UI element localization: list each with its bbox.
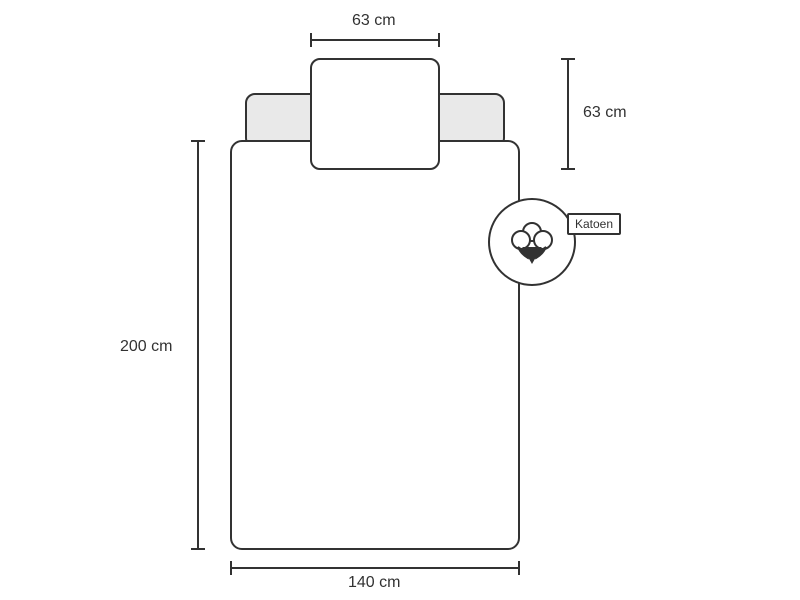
pillow-shape	[310, 58, 440, 170]
duvet-shape	[230, 140, 520, 550]
cotton-icon	[504, 214, 560, 270]
material-badge-circle	[488, 198, 576, 286]
pillow-height-tick-bottom	[561, 168, 575, 170]
duvet-width-tick-right	[518, 561, 520, 575]
duvet-height-label: 200 cm	[120, 338, 172, 356]
duvet-width-line	[230, 567, 520, 569]
duvet-height-tick-bottom	[191, 548, 205, 550]
material-badge-label: Katoen	[567, 213, 621, 235]
duvet-height-tick-top	[191, 140, 205, 142]
duvet-width-label: 140 cm	[348, 574, 400, 592]
duvet-width-tick-left	[230, 561, 232, 575]
pillow-height-label: 63 cm	[583, 104, 627, 122]
pillow-width-tick-left	[310, 33, 312, 47]
duvet-height-line	[197, 140, 199, 550]
pillow-width-tick-right	[438, 33, 440, 47]
pillow-width-line	[310, 39, 440, 41]
pillow-width-label: 63 cm	[352, 12, 396, 30]
pillow-height-tick-top	[561, 58, 575, 60]
diagram-canvas: 63 cm 63 cm 200 cm 140 cm Katoen	[0, 0, 800, 600]
pillow-height-line	[567, 58, 569, 170]
